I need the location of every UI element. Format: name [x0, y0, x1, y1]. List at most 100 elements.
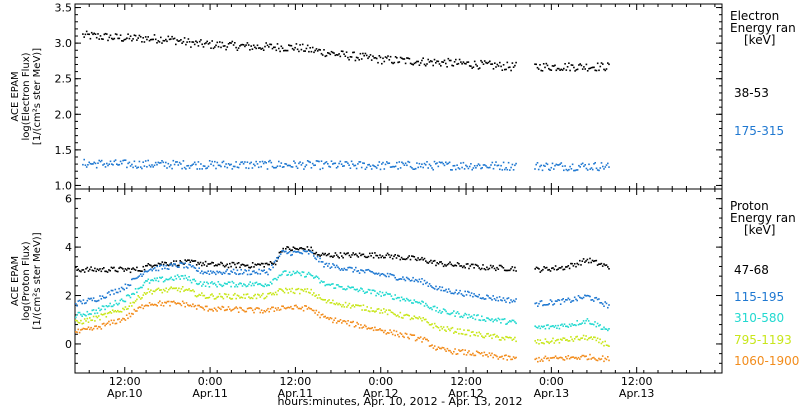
- data-point: [221, 285, 223, 288]
- data-point: [438, 161, 441, 163]
- data-point: [506, 297, 508, 300]
- data-point: [204, 260, 207, 263]
- data-point: [419, 317, 422, 320]
- data-point: [339, 286, 342, 288]
- data-point: [204, 285, 207, 287]
- data-point: [224, 45, 226, 47]
- data-point: [396, 57, 398, 59]
- data-point: [218, 263, 221, 266]
- data-point: [253, 266, 255, 268]
- data-point: [478, 267, 480, 269]
- y-tick-label: 3.5: [55, 2, 73, 15]
- data-point: [445, 310, 447, 313]
- data-point: [273, 277, 276, 280]
- data-point: [162, 263, 165, 266]
- data-point: [136, 291, 138, 294]
- data-point: [341, 305, 343, 308]
- data-point: [467, 61, 470, 63]
- data-point: [112, 164, 114, 166]
- data-point: [579, 323, 581, 325]
- data-point: [492, 334, 494, 336]
- data-point: [465, 333, 468, 336]
- data-point: [374, 326, 376, 329]
- data-point: [208, 308, 211, 311]
- data-point: [500, 299, 502, 301]
- data-point: [388, 293, 390, 295]
- data-point: [486, 317, 488, 319]
- data-point: [543, 325, 545, 327]
- data-point: [356, 321, 358, 324]
- data-point: [367, 288, 370, 291]
- data-point: [94, 312, 96, 315]
- data-point: [436, 306, 438, 309]
- data-point: [186, 165, 188, 167]
- data-point: [267, 293, 269, 295]
- data-point: [278, 309, 281, 311]
- data-point: [141, 270, 143, 272]
- data-point: [205, 42, 207, 44]
- data-point: [510, 337, 512, 339]
- data-point: [586, 70, 589, 72]
- data-point: [222, 271, 225, 274]
- data-point: [449, 329, 451, 332]
- data-point: [603, 305, 605, 307]
- data-point: [118, 311, 120, 313]
- data-point: [351, 286, 353, 288]
- data-point: [431, 344, 433, 346]
- data-point: [325, 262, 328, 265]
- data-point: [276, 279, 278, 281]
- data-point: [599, 358, 601, 361]
- data-point: [421, 163, 423, 165]
- data-point: [111, 322, 114, 324]
- data-point: [115, 322, 118, 325]
- data-point: [289, 44, 291, 47]
- data-point: [106, 271, 109, 273]
- data-point: [166, 264, 169, 266]
- data-point: [188, 41, 191, 43]
- data-point: [474, 318, 477, 321]
- data-point: [599, 338, 601, 341]
- data-point: [570, 325, 572, 327]
- data-point: [464, 349, 466, 351]
- data-point: [94, 33, 97, 35]
- data-point: [295, 288, 297, 291]
- data-point: [121, 162, 123, 165]
- data-point: [509, 169, 511, 171]
- data-point: [459, 350, 461, 352]
- data-point: [194, 295, 197, 297]
- data-point: [350, 160, 353, 163]
- data-point: [440, 347, 442, 350]
- data-point: [304, 248, 306, 251]
- data-point: [123, 308, 125, 311]
- data-point: [515, 356, 517, 359]
- data-point: [386, 57, 388, 59]
- data-point: [347, 304, 349, 307]
- data-point: [422, 317, 424, 319]
- data-point: [109, 311, 111, 313]
- data-point: [178, 276, 180, 278]
- data-point: [109, 302, 111, 305]
- data-point: [193, 266, 195, 269]
- data-point: [477, 335, 479, 337]
- data-point: [77, 268, 80, 271]
- data-point: [352, 51, 354, 54]
- data-point: [365, 54, 368, 57]
- data-point: [501, 355, 503, 358]
- data-point: [97, 325, 100, 328]
- data-point: [608, 268, 610, 270]
- data-point: [202, 294, 204, 297]
- data-point: [232, 294, 235, 296]
- data-point: [161, 268, 164, 270]
- data-point: [379, 312, 381, 314]
- data-point: [93, 32, 95, 35]
- data-point: [151, 279, 153, 281]
- data-point: [104, 308, 106, 311]
- data-point: [537, 305, 539, 307]
- data-point: [274, 263, 277, 266]
- data-point: [604, 340, 606, 343]
- data-point: [132, 313, 134, 315]
- data-point: [165, 287, 167, 290]
- data-point: [409, 165, 412, 168]
- data-point: [100, 313, 103, 315]
- data-point: [466, 165, 468, 168]
